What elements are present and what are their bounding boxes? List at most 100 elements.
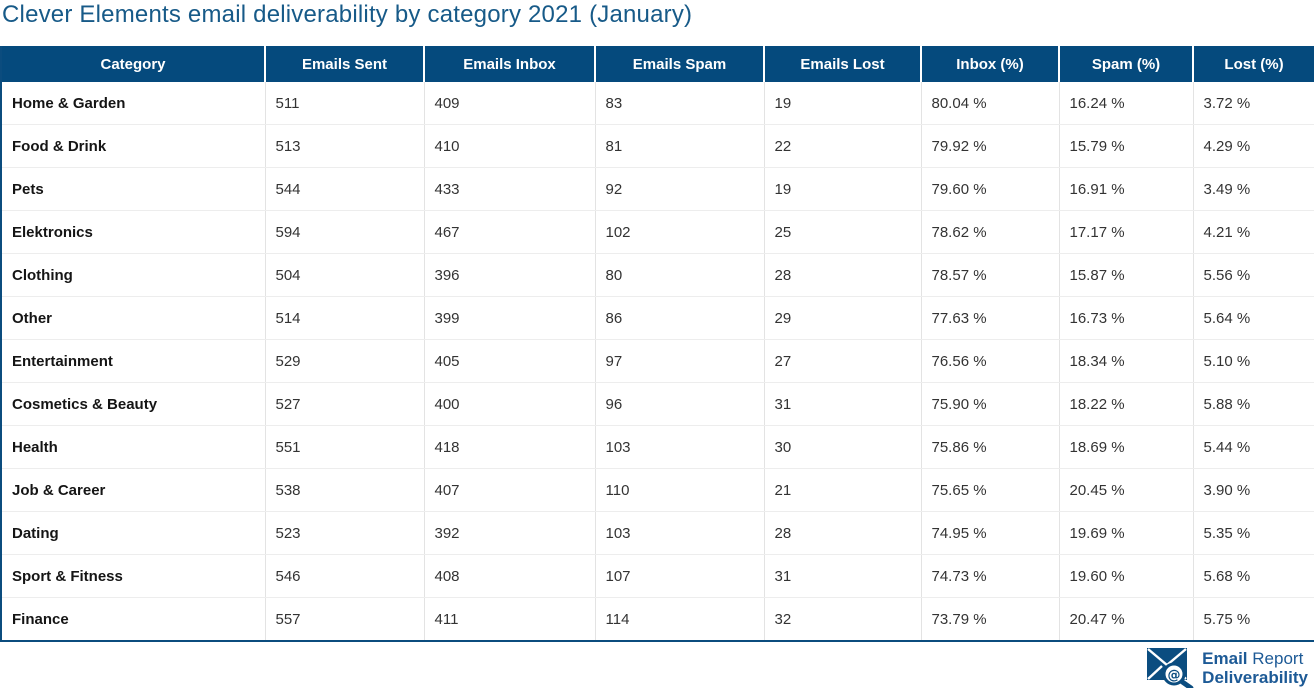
value-cell: 20.47 % (1059, 597, 1194, 641)
value-cell: 102 (595, 210, 765, 254)
value-cell: 5.44 % (1193, 425, 1314, 469)
value-cell: 32 (764, 597, 922, 641)
value-cell: 407 (424, 468, 596, 512)
value-cell: 21 (764, 468, 922, 512)
value-cell: 107 (595, 554, 765, 598)
value-cell: 79.92 % (921, 124, 1060, 168)
value-cell: 20.45 % (1059, 468, 1194, 512)
value-cell: 75.90 % (921, 382, 1060, 426)
value-cell: 3.90 % (1193, 468, 1314, 512)
value-cell: 405 (424, 339, 596, 383)
value-cell: 81 (595, 124, 765, 168)
brand-logo: @ Email Report Deliverability (1147, 648, 1308, 688)
value-cell: 511 (265, 82, 425, 125)
value-cell: 15.79 % (1059, 124, 1194, 168)
value-cell: 103 (595, 425, 765, 469)
value-cell: 92 (595, 167, 765, 211)
table-body: Home & Garden 511 409 83 19 80.04 % 16.24 % 3.7… (1, 82, 1314, 641)
svg-text:@: @ (1168, 668, 1181, 683)
column-header-inbox: Inbox (%) (921, 46, 1060, 82)
value-cell: 22 (764, 124, 922, 168)
table-row: Cosmetics & Beauty 527 400 96 31 75.90 % 18.22… (1, 382, 1314, 426)
brand-line-1: Email Report (1202, 649, 1304, 668)
value-cell: 27 (764, 339, 922, 383)
value-cell: 83 (595, 82, 765, 125)
table-header: Category Emails Sent Emails Inbox Emails Sp… (1, 46, 1314, 82)
value-cell: 5.75 % (1193, 597, 1314, 641)
table-row: Elektronics 594 467 102 25 78.62 % 17.17 % 4.21… (1, 210, 1314, 254)
value-cell: 86 (595, 296, 765, 340)
value-cell: 74.95 % (921, 511, 1060, 555)
value-cell: 19.60 % (1059, 554, 1194, 598)
envelope-magnifier-at-icon: @ (1147, 648, 1194, 688)
value-cell: 5.35 % (1193, 511, 1314, 555)
column-header-emails-spam: Emails Spam (595, 46, 765, 82)
value-cell: 80 (595, 253, 765, 297)
value-cell: 396 (424, 253, 596, 297)
value-cell: 19 (764, 82, 922, 125)
value-cell: 30 (764, 425, 922, 469)
value-cell: 74.73 % (921, 554, 1060, 598)
table-row: Other 514 399 86 29 77.63 % 16.73 % 5.64 % (1, 296, 1314, 340)
value-cell: 28 (764, 253, 922, 297)
value-cell: 79.60 % (921, 167, 1060, 211)
brand-logo-text: Email Report Deliverability (1202, 649, 1308, 687)
category-cell: Cosmetics & Beauty (1, 382, 266, 426)
category-cell: Health (1, 425, 266, 469)
value-cell: 410 (424, 124, 596, 168)
table-row: Dating 523 392 103 28 74.95 % 19.69 % 5.35 % (1, 511, 1314, 555)
value-cell: 28 (764, 511, 922, 555)
category-cell: Entertainment (1, 339, 266, 383)
value-cell: 514 (265, 296, 425, 340)
value-cell: 418 (424, 425, 596, 469)
category-cell: Sport & Fitness (1, 554, 266, 598)
column-header-category: Category (1, 46, 266, 82)
table-row: Sport & Fitness 546 408 107 31 74.73 % 19.60 %… (1, 554, 1314, 598)
value-cell: 513 (265, 124, 425, 168)
value-cell: 5.68 % (1193, 554, 1314, 598)
value-cell: 504 (265, 253, 425, 297)
value-cell: 77.63 % (921, 296, 1060, 340)
value-cell: 18.69 % (1059, 425, 1194, 469)
value-cell: 544 (265, 167, 425, 211)
table-row: Clothing 504 396 80 28 78.57 % 15.87 % 5.56 % (1, 253, 1314, 297)
value-cell: 5.56 % (1193, 253, 1314, 297)
value-cell: 15.87 % (1059, 253, 1194, 297)
column-header-emails-sent: Emails Sent (265, 46, 425, 82)
value-cell: 76.56 % (921, 339, 1060, 383)
value-cell: 16.24 % (1059, 82, 1194, 125)
value-cell: 31 (764, 382, 922, 426)
value-cell: 523 (265, 511, 425, 555)
page-title: Clever Elements email deliverability by … (2, 1, 693, 28)
value-cell: 114 (595, 597, 765, 641)
value-cell: 400 (424, 382, 596, 426)
value-cell: 557 (265, 597, 425, 641)
header-row: Category Emails Sent Emails Inbox Emails Sp… (1, 46, 1314, 82)
table-row: Health 551 418 103 30 75.86 % 18.69 % 5.44 % (1, 425, 1314, 469)
value-cell: 18.22 % (1059, 382, 1194, 426)
value-cell: 4.21 % (1193, 210, 1314, 254)
category-cell: Other (1, 296, 266, 340)
category-cell: Dating (1, 511, 266, 555)
value-cell: 75.86 % (921, 425, 1060, 469)
value-cell: 31 (764, 554, 922, 598)
value-cell: 103 (595, 511, 765, 555)
value-cell: 110 (595, 468, 765, 512)
value-cell: 5.10 % (1193, 339, 1314, 383)
value-cell: 409 (424, 82, 596, 125)
value-cell: 3.72 % (1193, 82, 1314, 125)
category-cell: Food & Drink (1, 124, 266, 168)
deliverability-table: Category Emails Sent Emails Inbox Emails Sp… (0, 46, 1314, 642)
value-cell: 538 (265, 468, 425, 512)
value-cell: 546 (265, 554, 425, 598)
value-cell: 3.49 % (1193, 167, 1314, 211)
table-row: Pets 544 433 92 19 79.60 % 16.91 % 3.49 % (1, 167, 1314, 211)
table-row: Food & Drink 513 410 81 22 79.92 % 15.79 % 4.29… (1, 124, 1314, 168)
value-cell: 392 (424, 511, 596, 555)
value-cell: 96 (595, 382, 765, 426)
value-cell: 594 (265, 210, 425, 254)
column-header-lost: Lost (%) (1193, 46, 1314, 82)
category-cell: Elektronics (1, 210, 266, 254)
value-cell: 551 (265, 425, 425, 469)
